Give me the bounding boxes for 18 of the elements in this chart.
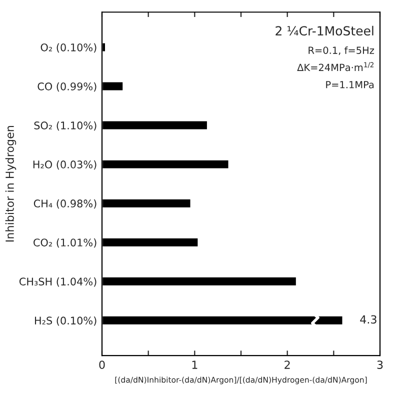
annotation: ΔK=24MPa·m$^{1/2}$ (297, 62, 374, 72)
x-tick-label: 1 (192, 360, 198, 369)
y-tick-label: H₂S (0.10%) (35, 316, 96, 326)
y-tick-label: CO₂ (1.01%) (34, 238, 96, 248)
annotation: 2 ¼Cr-1MoSteel (276, 26, 374, 36)
y-tick-label: CH₃SH (1.04%) (19, 277, 96, 287)
y-tick-label: O₂ (0.10%) (40, 43, 96, 53)
y-tick-label: CO (0.99%) (38, 82, 96, 92)
y-axis-title: Inhibitor in Hydrogen (5, 126, 16, 242)
x-tick-label: 0 (99, 360, 105, 369)
y-tick-label: H₂O (0.03%) (33, 160, 96, 170)
y-tick-label: CH₄ (0.98%) (34, 199, 96, 209)
y-tick-label: SO₂ (1.10%) (34, 121, 96, 131)
x-tick-label: 3 (377, 360, 383, 369)
annotation: R=0.1, f=5Hz (308, 46, 374, 55)
x-tick-label: 2 (284, 360, 290, 369)
annotation: P=1.1MPa (326, 81, 374, 88)
annotation: 4.3 (360, 315, 376, 324)
